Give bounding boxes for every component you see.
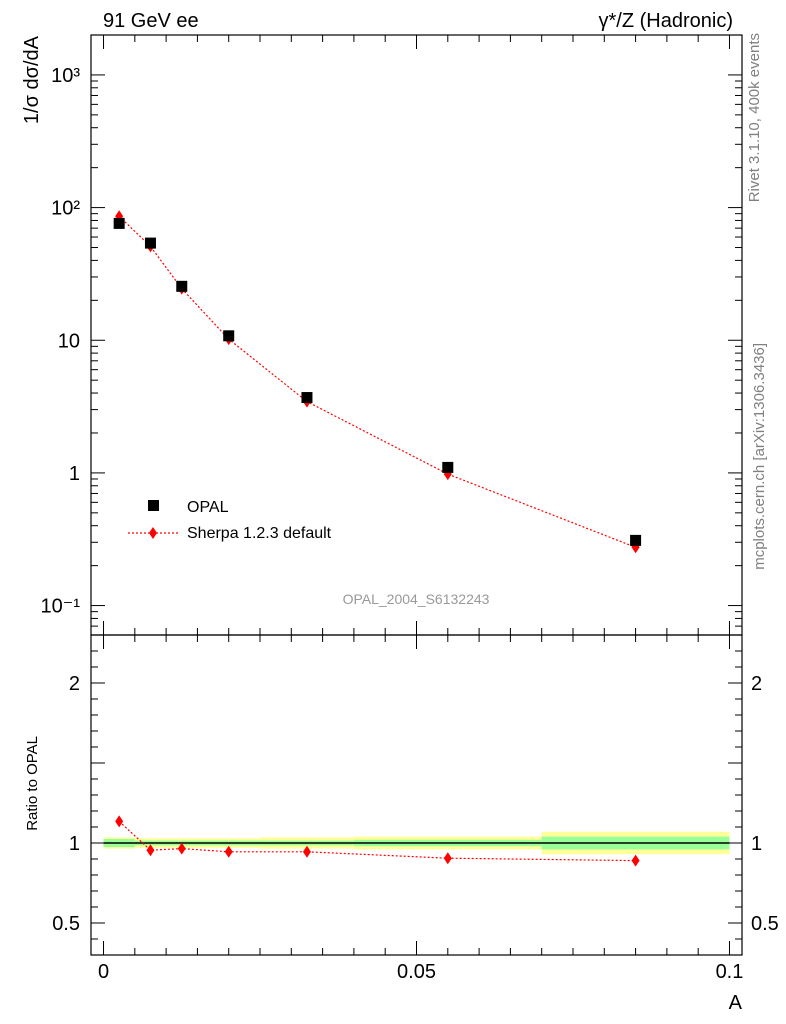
data-point xyxy=(176,280,188,292)
ratio-point xyxy=(443,852,452,865)
data-point xyxy=(301,392,313,404)
header-left: 91 GeV ee xyxy=(103,10,199,32)
ratio-y-tick-label-left: 0.5 xyxy=(52,913,80,935)
main-y-axis-label: 1/σ dσ/dA xyxy=(21,35,43,124)
main-panel-frame xyxy=(90,34,743,636)
y-tick-label: 10³ xyxy=(51,65,80,87)
y-tick-label: 10² xyxy=(51,198,80,220)
ratio-y-tick-label-left: 2 xyxy=(69,673,80,695)
legend-mc-label: Sherpa 1.2.3 default xyxy=(187,525,332,542)
x-tick-label: 0.05 xyxy=(397,961,436,983)
ratio-uncertainty-bands xyxy=(103,831,730,855)
ratio-point xyxy=(631,854,640,867)
header-right: γ*/Z (Hadronic) xyxy=(599,10,733,32)
ratio-y-tick-label-right: 2 xyxy=(751,673,762,695)
ratio-point xyxy=(177,842,186,855)
data-point xyxy=(223,330,235,342)
data-point xyxy=(144,237,156,249)
axes: 0 0.05 0.1 10⁻¹ 1 10 10² 10³ 0.5 0.5 1 1 2 2 xyxy=(41,34,779,983)
watermark: OPAL_2004_S6132243 xyxy=(343,591,490,607)
ratio-point xyxy=(302,845,311,858)
ratio-y-tick-label-left: 1 xyxy=(69,833,80,855)
ratio-point xyxy=(115,815,124,828)
legend-data-label: OPAL xyxy=(187,499,229,516)
ratio-panel-frame xyxy=(90,634,743,956)
x-tick-label: 0.1 xyxy=(716,961,744,983)
rivet-label: Rivet 3.1.10, 400k events xyxy=(746,33,763,202)
mc-series-line xyxy=(118,215,636,548)
y-tick-label: 10 xyxy=(58,330,80,352)
legend: OPAL Sherpa 1.2.3 default xyxy=(128,499,332,542)
legend-mc-marker xyxy=(149,527,157,539)
y-tick-label: 10⁻¹ xyxy=(41,596,81,618)
ratio-y-tick-label-right: 1 xyxy=(751,833,762,855)
ratio-y-tick-label-right: 0.5 xyxy=(751,913,779,935)
data-point xyxy=(442,461,454,473)
mcplots-label: mcplots.cern.ch [arXiv:1306.3436] xyxy=(751,343,768,570)
data-point xyxy=(113,217,125,229)
ratio-point xyxy=(146,844,155,857)
x-axis-label: A xyxy=(729,992,743,1014)
data-point xyxy=(630,534,642,546)
chart-marks xyxy=(113,210,642,867)
ratio-y-axis-label: Ratio to OPAL xyxy=(24,736,41,831)
ratio-point xyxy=(224,845,233,858)
legend-data-marker xyxy=(148,500,159,511)
x-tick-label: 0 xyxy=(98,961,109,983)
y-tick-label: 1 xyxy=(69,463,80,485)
